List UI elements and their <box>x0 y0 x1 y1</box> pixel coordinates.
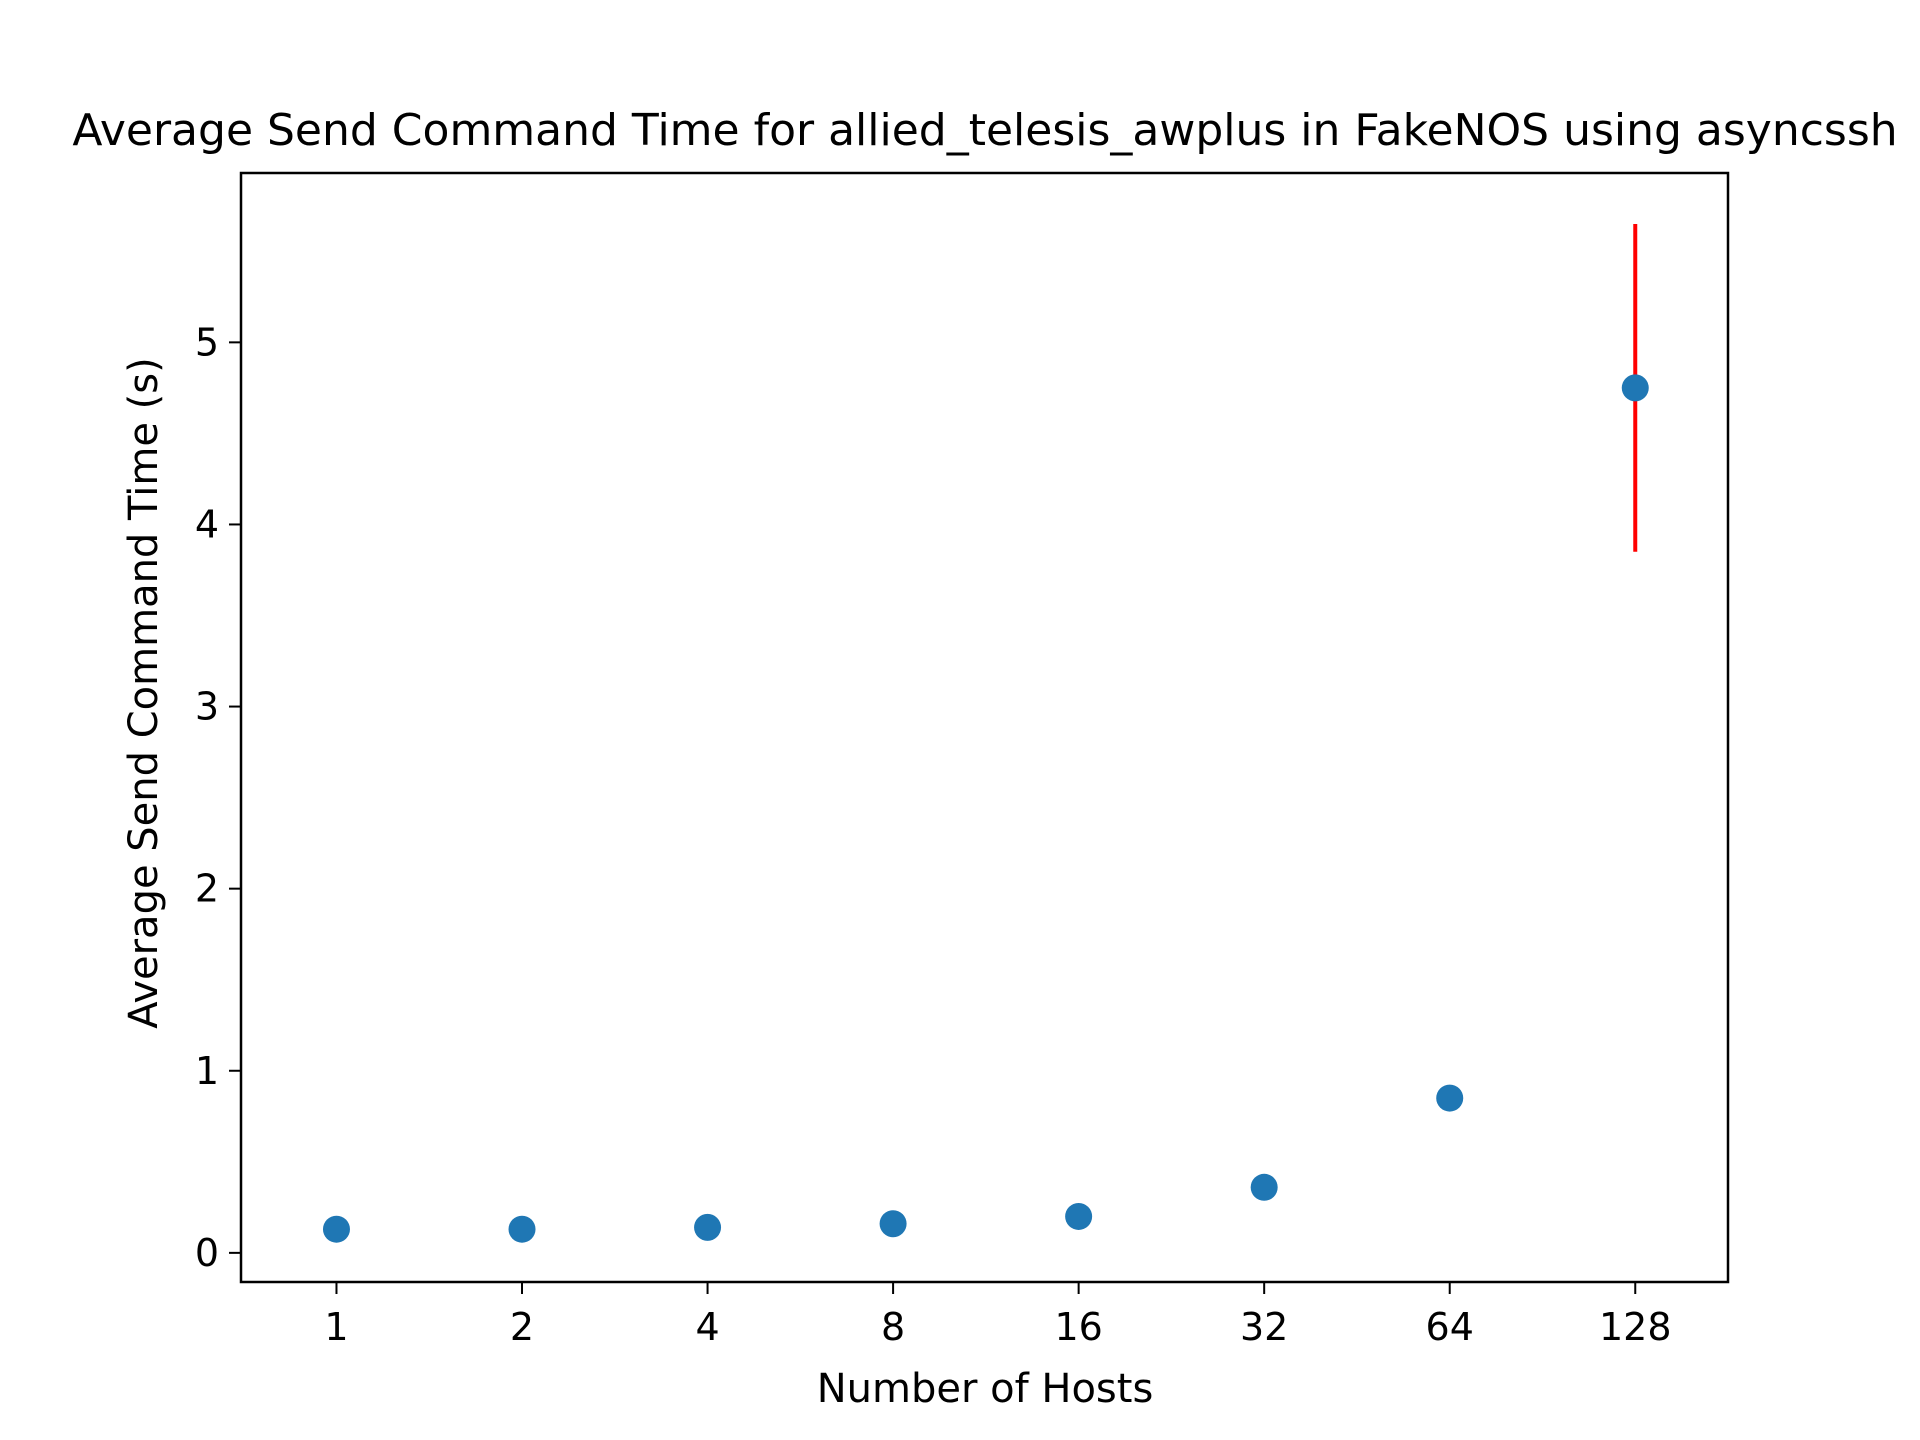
y-axis-label: Average Send Command Time (s) <box>121 357 167 1028</box>
data-point <box>879 1210 907 1238</box>
data-point <box>508 1215 536 1243</box>
x-tick-label: 16 <box>1054 1305 1102 1349</box>
x-tick-label: 2 <box>510 1305 534 1349</box>
x-axis-label: Number of Hosts <box>817 1366 1154 1412</box>
y-tick-label: 3 <box>195 685 219 729</box>
y-tick-label: 0 <box>195 1231 219 1275</box>
y-tick-label: 4 <box>195 502 219 546</box>
y-tick-label: 1 <box>195 1049 219 1093</box>
data-point <box>322 1215 350 1243</box>
x-tick-label: 8 <box>881 1305 905 1349</box>
y-tick-label: 5 <box>195 320 219 364</box>
chart-title: Average Send Command Time for allied_tel… <box>72 105 1897 156</box>
x-tick-label: 1 <box>324 1305 348 1349</box>
x-tick-label: 128 <box>1599 1305 1672 1349</box>
x-tick-label: 32 <box>1240 1305 1288 1349</box>
data-point <box>1621 374 1649 402</box>
x-tick-label: 64 <box>1426 1305 1474 1349</box>
y-tick-label: 2 <box>195 867 219 911</box>
plot-area: 1 2 4 8 16 32 64 128 0 1 2 3 4 5 <box>195 171 1730 1349</box>
data-point <box>1065 1202 1093 1230</box>
x-tick-label: 4 <box>695 1305 719 1349</box>
axes-frame <box>239 171 1730 1284</box>
data-point <box>1250 1173 1278 1201</box>
data-point <box>694 1213 722 1241</box>
data-point <box>1436 1084 1464 1112</box>
